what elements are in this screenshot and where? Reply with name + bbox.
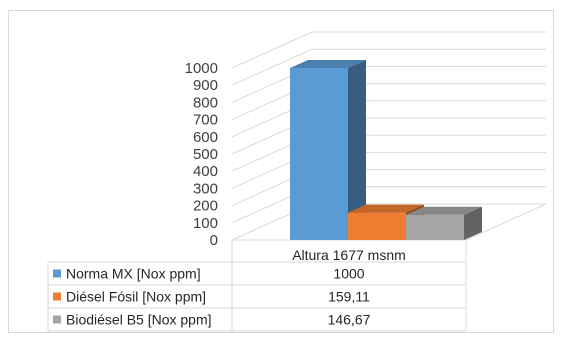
bar-front bbox=[406, 214, 464, 240]
bar-top bbox=[406, 206, 482, 215]
x-category-label: Altura 1677 msnm bbox=[292, 247, 406, 263]
y-tick-label: 300 bbox=[193, 180, 218, 197]
chart-frame bbox=[8, 10, 554, 333]
data-value-cell: 159,11 bbox=[328, 289, 370, 305]
legend-series-name: Biodiésel B5 [Nox ppm] bbox=[66, 312, 212, 328]
bar-top bbox=[290, 60, 366, 68]
legend-swatch bbox=[53, 269, 61, 278]
legend-series-name: Diésel Fósil [Nox ppm] bbox=[66, 289, 206, 305]
y-tick-label: 900 bbox=[193, 77, 218, 94]
bar-front bbox=[290, 68, 348, 240]
bar-front bbox=[348, 212, 406, 240]
legend-swatch bbox=[53, 315, 61, 324]
y-tick-label: 700 bbox=[193, 112, 218, 129]
data-value-cell: 1000 bbox=[333, 266, 364, 282]
y-tick-label: 100 bbox=[193, 215, 218, 232]
bar-side bbox=[348, 60, 366, 240]
y-tick-label: 1000 bbox=[185, 60, 218, 77]
legend-swatch bbox=[53, 292, 61, 301]
floor-right-edge bbox=[465, 203, 547, 241]
legend-series-name: Norma MX [Nox ppm] bbox=[66, 266, 201, 282]
y-tick-label: 800 bbox=[193, 94, 218, 111]
gridline-side bbox=[231, 48, 313, 86]
y-tick-label: 200 bbox=[193, 198, 218, 215]
bar-top bbox=[348, 204, 424, 213]
y-tick-label: 0 bbox=[210, 232, 218, 249]
y-tick-label: 400 bbox=[193, 163, 218, 180]
y-tick-label: 600 bbox=[193, 129, 218, 146]
bar-side bbox=[464, 206, 482, 240]
data-value-cell: 146,67 bbox=[328, 312, 371, 328]
gridline-side bbox=[231, 31, 313, 69]
y-tick-label: 500 bbox=[193, 146, 218, 163]
